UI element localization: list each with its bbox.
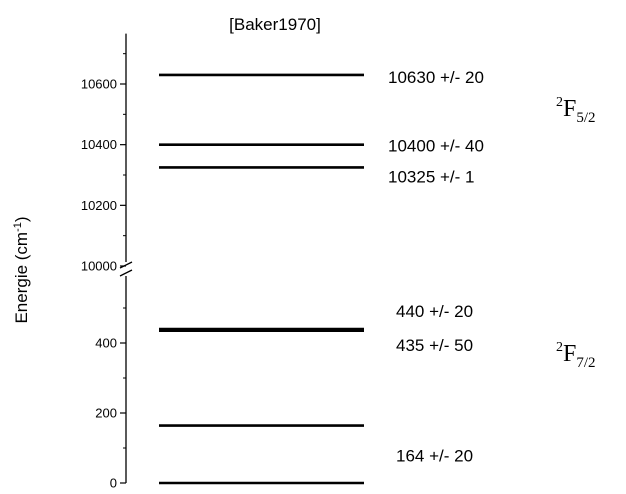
- y-tick-label: 0: [110, 476, 117, 490]
- multiplet-subscript: 7/2: [576, 355, 595, 371]
- y-tick-label: 10200: [81, 198, 117, 213]
- chart-title: [Baker1970]: [229, 15, 321, 34]
- y-axis-label-superscript: -1: [12, 222, 24, 232]
- y-tick-label: 400: [95, 336, 117, 351]
- energy-level-label: 440 +/- 20: [396, 302, 473, 321]
- y-axis-label-text: Energie (cm: [12, 232, 31, 324]
- axis-break-mark: [119, 269, 133, 277]
- multiplet-label: 2F5/2: [556, 95, 596, 126]
- y-axis-label-close: ): [12, 216, 31, 222]
- multiplet-term: F: [563, 96, 576, 122]
- multiplet-term: F: [563, 341, 576, 367]
- y-axis: 0 200 400 10000 10200 10400 10600: [81, 33, 133, 491]
- multiplet-superscript: 2: [556, 340, 563, 355]
- y-tick-label: 10000: [81, 259, 117, 274]
- y-axis-label: Energie (cm-1): [12, 216, 31, 323]
- y-tick-label: 10600: [81, 77, 117, 92]
- axis-break-mark: [119, 261, 133, 269]
- y-tick-label: 10400: [81, 137, 117, 152]
- multiplet-subscript: 5/2: [576, 110, 595, 126]
- energy-level-label: 10630 +/- 20: [388, 68, 484, 87]
- energy-level-label: 164 +/- 20: [396, 447, 473, 466]
- energy-level-label: 10400 +/- 40: [388, 137, 484, 156]
- energy-level-label: 435 +/- 50: [396, 336, 473, 355]
- y-tick-label: 200: [95, 406, 117, 421]
- energy-level-label: 10325 +/- 1: [388, 167, 475, 186]
- multiplet-superscript: 2: [556, 95, 563, 110]
- multiplet-label: 2F7/2: [556, 340, 596, 371]
